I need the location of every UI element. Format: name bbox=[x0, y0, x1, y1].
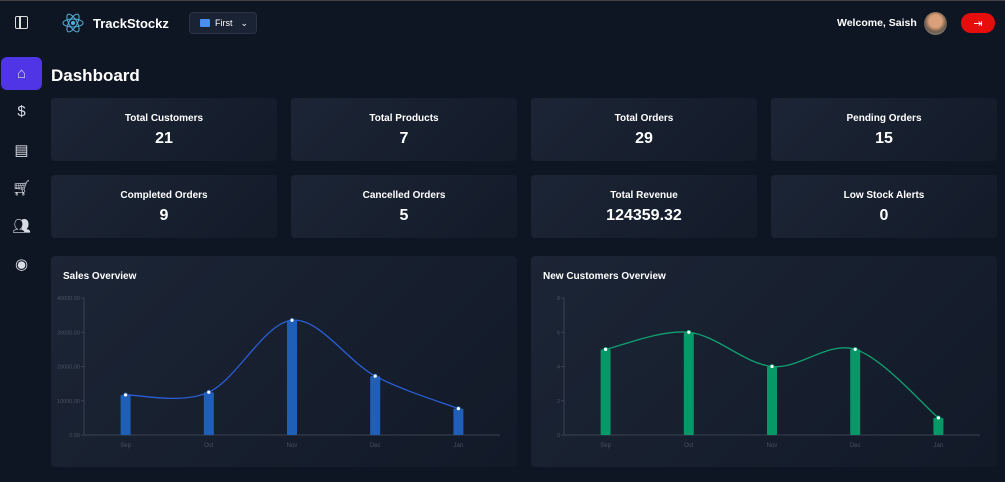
stat-label: Low Stock Alerts bbox=[843, 190, 925, 201]
stat-label: Total Revenue bbox=[610, 190, 678, 201]
customers-chart: 0 2 4 6 8 Sep Oct Nov Dec Jan bbox=[557, 296, 980, 449]
welcome-text: Welcome, Saish bbox=[837, 17, 917, 29]
stat-value: 21 bbox=[155, 130, 173, 147]
data-point bbox=[123, 392, 128, 398]
y-tick-label: 2 bbox=[557, 399, 560, 405]
sidebar-item-products[interactable]: ▤ bbox=[1, 133, 42, 166]
bar bbox=[287, 320, 297, 435]
react-logo-icon bbox=[62, 13, 84, 33]
stat-value: 124359.32 bbox=[606, 207, 682, 224]
bar bbox=[850, 349, 861, 435]
y-tick-label: 6 bbox=[557, 330, 560, 336]
stat-label: Pending Orders bbox=[846, 113, 922, 124]
sidebar: ⌂ $ ▤ 🛒︎ 👥︎ ◉ bbox=[0, 45, 44, 482]
bar bbox=[120, 394, 131, 435]
bar bbox=[683, 332, 694, 435]
x-tick-label: Sep bbox=[120, 443, 131, 449]
users-icon: 👥︎ bbox=[11, 217, 32, 235]
data-point bbox=[852, 346, 858, 352]
x-tick-label: Oct bbox=[204, 443, 214, 449]
bar bbox=[203, 392, 214, 435]
data-point bbox=[769, 364, 775, 369]
top-bar: TrackStockz First ⌄ Welcome, Saish ⇥ bbox=[0, 1, 1005, 45]
x-tick-label: Nov bbox=[287, 443, 298, 449]
sidebar-item-sales[interactable]: $ bbox=[1, 95, 42, 128]
x-tick-label: Nov bbox=[767, 443, 778, 449]
stat-value: 29 bbox=[635, 130, 653, 147]
store-name: First bbox=[215, 18, 233, 28]
stat-card: Total Revenue 124359.32 bbox=[531, 175, 757, 238]
data-point bbox=[372, 373, 378, 379]
stat-card: Total Products 7 bbox=[291, 98, 517, 161]
x-tick-label: Sep bbox=[600, 443, 611, 449]
stat-card: Pending Orders 15 bbox=[771, 98, 997, 161]
stat-label: Cancelled Orders bbox=[362, 190, 446, 201]
x-tick-label: Dec bbox=[850, 443, 861, 449]
stat-label: Total Products bbox=[369, 113, 439, 124]
stat-value: 5 bbox=[399, 207, 409, 224]
stat-value: 15 bbox=[875, 130, 893, 147]
y-tick-label: 40000.00 bbox=[57, 296, 80, 302]
y-tick-label: 0.00 bbox=[69, 433, 80, 439]
cart-icon: 🛒︎ bbox=[11, 179, 32, 197]
stat-value: 7 bbox=[399, 130, 409, 147]
y-tick-label: 20000.00 bbox=[57, 365, 80, 371]
y-tick-label: 10000.00 bbox=[57, 399, 80, 405]
home-icon: ⌂ bbox=[16, 65, 27, 82]
stat-label: Total Customers bbox=[124, 113, 204, 124]
chart-title: Sales Overview bbox=[63, 271, 137, 282]
bar bbox=[453, 408, 464, 435]
bar bbox=[370, 376, 381, 435]
sidebar-toggle-icon[interactable] bbox=[15, 16, 28, 29]
chevron-down-icon: ⌄ bbox=[240, 17, 249, 28]
sales-chart: 0.00 10000.00 20000.00 30000.00 40000.00 Sep O… bbox=[57, 296, 500, 449]
sales-overview-panel: Sales Overview 0.00 10000.00 20000.00 30000… bbox=[51, 256, 517, 467]
y-tick-label: 4 bbox=[557, 365, 560, 371]
stat-card: Total Customers 21 bbox=[51, 98, 277, 161]
y-tick-label: 8 bbox=[557, 296, 560, 302]
y-tick-label: 0 bbox=[557, 433, 560, 439]
dollar-icon: $ bbox=[17, 103, 26, 120]
bar bbox=[767, 366, 777, 435]
data-point bbox=[206, 389, 212, 395]
app-name: TrackStockz bbox=[93, 16, 169, 31]
stat-card: Total Orders 29 bbox=[531, 98, 757, 161]
data-point bbox=[455, 406, 461, 412]
x-tick-label: Dec bbox=[370, 443, 381, 449]
stat-card: Low Stock Alerts 0 bbox=[771, 175, 997, 238]
logout-button[interactable]: ⇥ bbox=[961, 13, 995, 33]
store-icon bbox=[200, 19, 210, 27]
data-point bbox=[289, 317, 295, 323]
page-title: Dashboard bbox=[51, 66, 140, 85]
stat-card: Cancelled Orders 5 bbox=[291, 175, 517, 238]
sidebar-item-orders[interactable]: 🛒︎ bbox=[1, 171, 42, 204]
bar bbox=[933, 417, 944, 435]
stat-label: Total Orders bbox=[614, 113, 674, 124]
stat-card: Completed Orders 9 bbox=[51, 175, 277, 238]
stat-value: 9 bbox=[159, 207, 169, 224]
avatar[interactable] bbox=[924, 12, 947, 35]
customers-overview-panel: New Customers Overview 0 2 4 6 8 Sep Oct Nov Dec… bbox=[531, 256, 997, 467]
y-tick-label: 30000.00 bbox=[57, 330, 80, 336]
bar bbox=[600, 349, 611, 435]
stat-value: 0 bbox=[879, 207, 889, 224]
sidebar-item-customers[interactable]: 👥︎ bbox=[1, 209, 42, 242]
archive-icon: ▤ bbox=[14, 141, 29, 159]
stat-label: Completed Orders bbox=[120, 190, 208, 201]
user-circle-icon: ◉ bbox=[14, 255, 29, 273]
x-tick-label: Jan bbox=[934, 443, 944, 449]
data-point bbox=[935, 415, 941, 421]
store-selector[interactable]: First ⌄ bbox=[189, 12, 257, 34]
x-tick-label: Jan bbox=[454, 443, 464, 449]
chart-title: New Customers Overview bbox=[543, 271, 666, 282]
data-point bbox=[686, 329, 692, 335]
logout-icon: ⇥ bbox=[973, 17, 983, 30]
sidebar-item-profile[interactable]: ◉ bbox=[1, 247, 42, 280]
x-tick-label: Oct bbox=[684, 443, 694, 449]
sidebar-item-home[interactable]: ⌂ bbox=[1, 57, 42, 90]
data-point bbox=[603, 346, 608, 352]
